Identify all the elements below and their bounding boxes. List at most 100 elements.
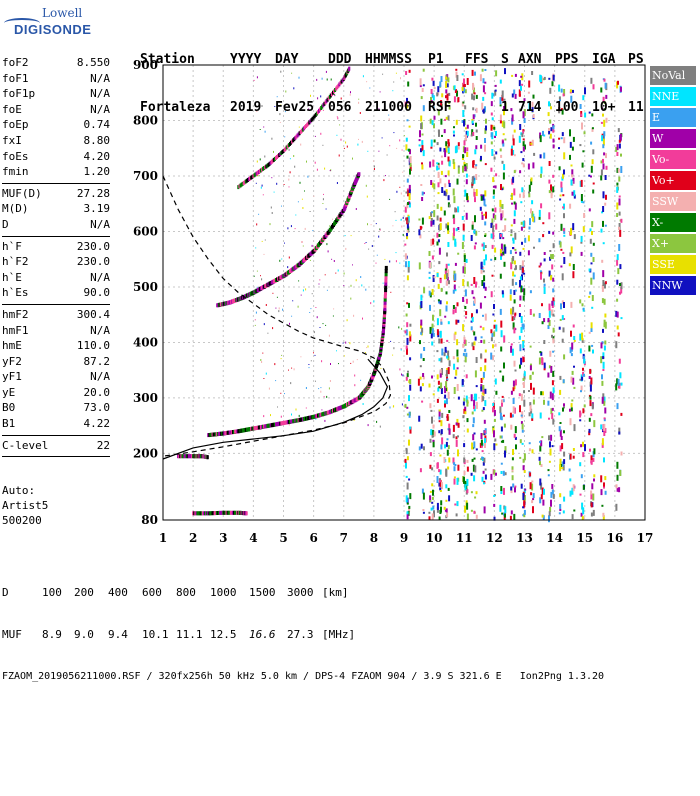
trace-low-echo bbox=[225, 510, 228, 515]
echo-dot bbox=[549, 391, 552, 399]
echo-dot bbox=[580, 251, 583, 256]
echo-dot bbox=[433, 510, 435, 518]
echo-dot bbox=[382, 73, 384, 75]
echo-dot bbox=[404, 458, 407, 463]
echo-dot bbox=[600, 475, 603, 483]
echo-dot bbox=[313, 195, 315, 197]
echo-dot bbox=[465, 179, 468, 185]
echo-dot bbox=[258, 213, 260, 215]
echo-dot bbox=[346, 145, 348, 148]
echo-dot bbox=[297, 305, 299, 308]
echo-dot bbox=[533, 152, 536, 156]
echo-dot bbox=[518, 335, 521, 340]
echo-dot bbox=[509, 289, 512, 295]
echo-dot bbox=[439, 147, 442, 152]
echo-dot bbox=[619, 133, 622, 141]
trace-low-echo bbox=[229, 510, 232, 515]
echo-dot bbox=[452, 457, 455, 464]
echo-dot bbox=[616, 259, 619, 266]
trace-top-f bbox=[240, 182, 243, 187]
parameter-name: hmE bbox=[2, 339, 22, 353]
echo-dot bbox=[475, 129, 478, 133]
echo-dot bbox=[326, 395, 328, 398]
echo-dot bbox=[369, 373, 371, 374]
echo-dot bbox=[590, 490, 593, 495]
echo-dot bbox=[290, 382, 292, 385]
footer-muf-value: 27.3 bbox=[287, 628, 314, 641]
echo-dot bbox=[253, 79, 255, 81]
echo-dot bbox=[480, 155, 482, 160]
echo-dot bbox=[448, 428, 451, 435]
echo-dot bbox=[515, 265, 517, 270]
parameter-name: M(D) bbox=[2, 202, 29, 216]
echo-dot bbox=[618, 487, 621, 493]
echo-dot bbox=[456, 501, 459, 507]
echo-dot bbox=[433, 276, 436, 279]
echo-dot bbox=[492, 403, 495, 406]
echo-dot bbox=[484, 127, 487, 134]
echo-dot bbox=[407, 202, 409, 205]
echo-dot bbox=[513, 360, 516, 367]
echo-dot bbox=[471, 458, 474, 462]
echo-dot bbox=[401, 403, 403, 406]
echo-dot bbox=[562, 93, 565, 97]
echo-dot bbox=[399, 262, 401, 264]
echo-dot bbox=[473, 432, 476, 435]
echo-dot bbox=[466, 130, 469, 136]
x-tick-label: 15 bbox=[576, 531, 593, 545]
profile-curves bbox=[162, 175, 392, 460]
echo-dot bbox=[482, 266, 485, 269]
parameter-name: fxI bbox=[2, 133, 22, 147]
echo-dot bbox=[473, 341, 476, 346]
echo-dot bbox=[519, 405, 521, 413]
echo-dot bbox=[463, 262, 466, 267]
echo-dot bbox=[530, 179, 533, 186]
echo-dot bbox=[475, 393, 478, 401]
echo-dot bbox=[512, 406, 515, 414]
echo-dot bbox=[438, 129, 440, 137]
echo-dot bbox=[430, 180, 433, 185]
echo-dot bbox=[551, 81, 554, 87]
echo-dot bbox=[402, 216, 404, 219]
echo-dot bbox=[417, 378, 420, 386]
echo-dot bbox=[367, 424, 369, 427]
echo-dot bbox=[522, 192, 525, 199]
echo-dot bbox=[552, 313, 555, 317]
echo-dot bbox=[466, 478, 469, 486]
echo-dot bbox=[349, 342, 351, 345]
echo-dot bbox=[492, 344, 494, 349]
echo-dot bbox=[350, 91, 351, 94]
echo-dot bbox=[466, 200, 469, 203]
echo-dot bbox=[560, 303, 562, 310]
echo-dot bbox=[304, 227, 306, 230]
echo-dot bbox=[446, 375, 448, 382]
echo-dot bbox=[406, 302, 409, 305]
echo-dot bbox=[552, 186, 555, 193]
parameter-name: hmF1 bbox=[2, 323, 29, 337]
echo-dot bbox=[409, 165, 412, 171]
echo-dot bbox=[582, 201, 585, 204]
echo-dot bbox=[571, 169, 574, 177]
echo-dot bbox=[480, 269, 483, 274]
echo-dot bbox=[548, 230, 551, 234]
trace-es bbox=[206, 455, 209, 460]
echo-dot bbox=[362, 75, 364, 78]
echo-dot bbox=[618, 198, 621, 206]
echo-dot bbox=[404, 243, 407, 246]
trace-top-f bbox=[245, 178, 248, 183]
echo-dot bbox=[540, 391, 543, 396]
echo-dot bbox=[502, 375, 505, 382]
trace-low-echo bbox=[217, 510, 220, 515]
echo-dot bbox=[462, 165, 464, 173]
echo-dot bbox=[443, 457, 446, 463]
echo-dot bbox=[528, 390, 530, 392]
echo-dot bbox=[445, 145, 448, 153]
echo-dot bbox=[592, 257, 595, 262]
echo-dot bbox=[455, 119, 458, 125]
echo-dot bbox=[474, 71, 476, 76]
echo-dot bbox=[473, 399, 476, 406]
echo-dot bbox=[493, 319, 496, 322]
echo-dot bbox=[375, 262, 377, 264]
echo-dot bbox=[436, 350, 439, 353]
echo-dot bbox=[405, 191, 408, 194]
